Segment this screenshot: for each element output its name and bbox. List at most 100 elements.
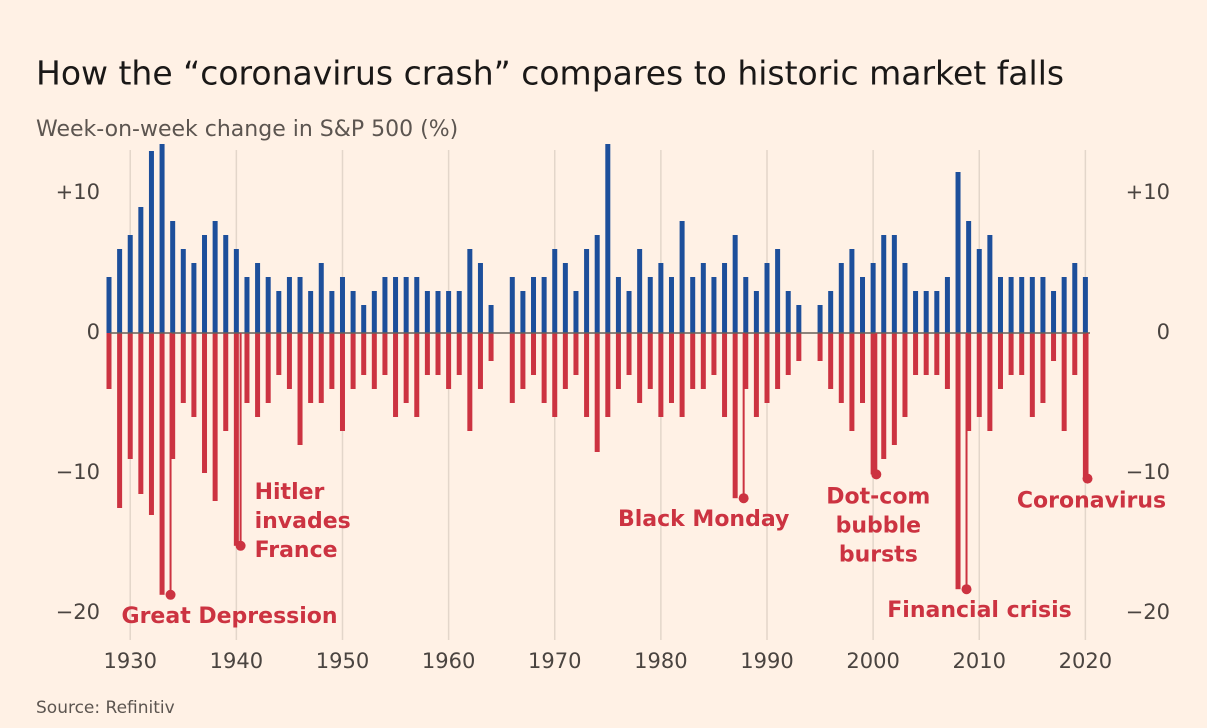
- bar: [233, 333, 239, 546]
- bar: [223, 235, 229, 333]
- bar: [286, 333, 292, 389]
- bar: [233, 249, 239, 333]
- bar: [870, 263, 876, 333]
- bar: [668, 333, 674, 403]
- bar: [997, 277, 1003, 333]
- bar: [520, 291, 526, 333]
- bar: [966, 333, 972, 431]
- bar: [127, 235, 133, 333]
- bar: [1072, 333, 1078, 375]
- bar: [626, 291, 632, 333]
- bar: [860, 333, 866, 403]
- bar: [531, 333, 537, 375]
- bar: [403, 277, 409, 333]
- bar: [828, 291, 834, 333]
- bar: [849, 333, 855, 431]
- annotation-label: Dot-com: [826, 484, 930, 509]
- bar: [817, 305, 823, 333]
- bar: [456, 333, 462, 375]
- bar: [265, 277, 271, 333]
- bar: [902, 263, 908, 333]
- bar: [371, 333, 377, 389]
- y-tick-label: +10: [56, 180, 100, 204]
- annotation-label: Hitler: [255, 480, 325, 505]
- bar: [711, 277, 717, 333]
- bar: [605, 333, 611, 417]
- bar: [170, 221, 176, 333]
- annotation-dot: [871, 469, 882, 480]
- bar: [881, 333, 887, 459]
- bar: [180, 333, 186, 403]
- bar: [318, 263, 324, 333]
- bar: [1029, 333, 1035, 417]
- bar: [1008, 333, 1014, 375]
- bar: [435, 291, 441, 333]
- bar: [1019, 277, 1025, 333]
- bar: [743, 333, 749, 389]
- bar: [148, 151, 154, 333]
- bar: [785, 291, 791, 333]
- bar: [944, 277, 950, 333]
- bar: [477, 333, 483, 389]
- bar: [955, 333, 961, 590]
- bar: [700, 263, 706, 333]
- x-tick-label: 2000: [846, 649, 899, 673]
- bar: [159, 144, 165, 333]
- bar: [223, 333, 229, 431]
- bar: [966, 221, 972, 333]
- bar: [477, 263, 483, 333]
- bar: [722, 333, 728, 417]
- bar: [679, 221, 685, 333]
- y-tick-label-right: 0: [1157, 320, 1170, 344]
- bar: [488, 333, 494, 361]
- bar: [414, 277, 420, 333]
- bar: [467, 333, 473, 431]
- bar: [870, 333, 876, 475]
- x-tick-label: 1950: [316, 649, 369, 673]
- bar: [212, 221, 218, 333]
- bar: [594, 333, 600, 452]
- bar: [690, 277, 696, 333]
- bar: [934, 291, 940, 333]
- bar: [753, 333, 759, 417]
- bar: [255, 263, 261, 333]
- bar: [1008, 277, 1014, 333]
- bar: [467, 249, 473, 333]
- bar: [881, 235, 887, 333]
- source: Source: Refinitiv: [36, 698, 175, 718]
- y-tick-label: −10: [56, 460, 100, 484]
- bar: [117, 249, 123, 333]
- bar: [318, 333, 324, 403]
- bar: [350, 333, 356, 389]
- bar: [339, 333, 345, 431]
- x-tick-label: 1990: [740, 649, 793, 673]
- bar: [913, 291, 919, 333]
- bar: [435, 333, 441, 375]
- bar: [690, 333, 696, 389]
- bar: [350, 291, 356, 333]
- bar: [552, 333, 558, 417]
- bar: [509, 277, 515, 333]
- annotation-label: France: [255, 538, 338, 563]
- bar: [796, 305, 802, 333]
- bar: [711, 333, 717, 375]
- annotation-dot: [961, 584, 972, 595]
- bar: [987, 235, 993, 333]
- bar: [828, 333, 834, 389]
- bar: [615, 333, 621, 389]
- bar: [775, 249, 781, 333]
- bar: [382, 277, 388, 333]
- bar: [329, 333, 335, 389]
- annotation-label: Coronavirus: [1017, 489, 1166, 514]
- bar: [860, 277, 866, 333]
- y-tick-label: 0: [87, 320, 100, 344]
- bar: [743, 277, 749, 333]
- bar: [297, 333, 303, 445]
- bar: [584, 333, 590, 417]
- bar: [276, 333, 282, 375]
- bar: [1029, 277, 1035, 333]
- bar: [891, 333, 897, 445]
- x-tick-label: 1980: [634, 649, 687, 673]
- bar: [541, 277, 547, 333]
- bar: [722, 263, 728, 333]
